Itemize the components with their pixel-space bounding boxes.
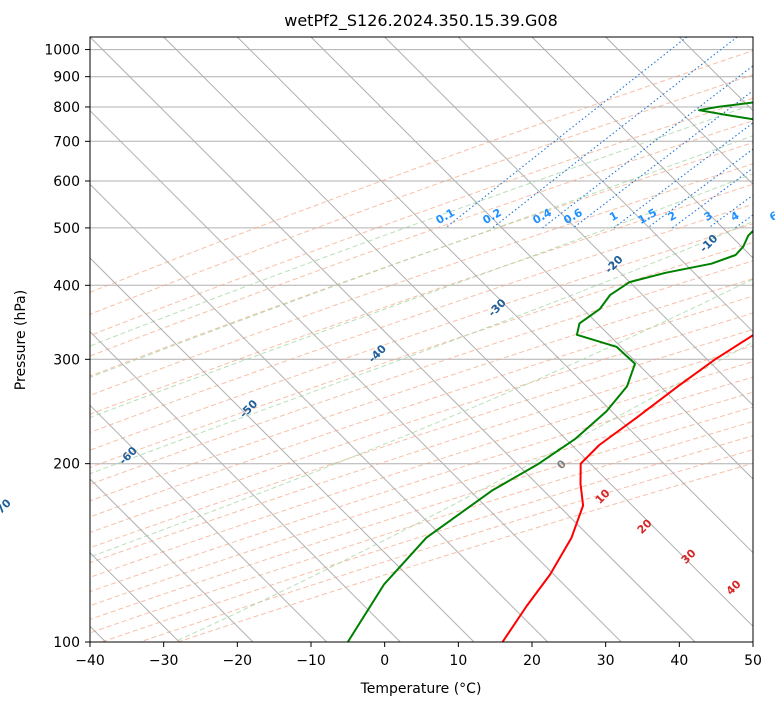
- moist-adiabat: [90, 103, 753, 347]
- y-tick-label: 900: [53, 70, 80, 86]
- x-tick-label: −40: [75, 653, 105, 669]
- isotherm-line: [90, 257, 475, 642]
- moist-adiabat: [90, 278, 753, 558]
- mixing-ratio-line: [542, 65, 753, 229]
- dry-adiabat: [90, 97, 753, 337]
- isotherm-line: [90, 183, 549, 642]
- dry-adiabat: [90, 50, 753, 293]
- y-tick-label: 700: [53, 134, 80, 150]
- moist-adiabat: [90, 173, 753, 419]
- isotherm-line: [384, 37, 753, 407]
- isotherm-line: [605, 37, 753, 186]
- mixing-ratio-label: 6: [767, 209, 775, 224]
- isotherm-line: [90, 330, 401, 642]
- dry-adiabat: [90, 376, 753, 593]
- dry-adiabat: [90, 223, 753, 451]
- dry-adiabat: [90, 241, 753, 469]
- x-tick-label: −20: [223, 653, 253, 669]
- x-tick-label: 50: [744, 653, 762, 669]
- dry-adiabat: [90, 312, 753, 534]
- dry-adiabat: [90, 295, 753, 518]
- y-tick-label: 200: [53, 457, 80, 473]
- y-tick-label: 300: [53, 352, 80, 368]
- isotherm-line: [163, 37, 753, 628]
- isotherm-line: [531, 37, 753, 259]
- y-axis-label: Pressure (hPa): [13, 290, 29, 390]
- x-tick-label: −10: [296, 653, 326, 669]
- dry-adiabat: [90, 329, 753, 549]
- isotherm-line: [90, 478, 254, 642]
- y-tick-label: 600: [53, 174, 80, 190]
- x-tick-label: 40: [670, 653, 688, 669]
- isotherm-line: [90, 37, 696, 642]
- isotherm-line: [236, 37, 753, 554]
- y-tick-label: 500: [53, 221, 80, 237]
- x-tick-label: 10: [449, 653, 467, 669]
- isotherm-line: [90, 404, 328, 642]
- y-tick-label: 1000: [44, 43, 80, 59]
- isotherm-line: [457, 37, 753, 333]
- dry-adiabat: [90, 142, 753, 377]
- y-tick-label: 100: [53, 635, 80, 651]
- moist-adiabat: [90, 135, 753, 378]
- moist-adiabat: [174, 341, 753, 642]
- dry-adiabat: [90, 345, 753, 564]
- y-tick-label: 800: [53, 100, 80, 116]
- dry-adiabat: [90, 163, 753, 396]
- mixing-ratio-line: [572, 90, 753, 229]
- chart-title: wetPf2_S126.2024.350.15.39.G08: [284, 11, 558, 31]
- mixing-ratio-line: [672, 167, 753, 229]
- plot-frame: [89, 36, 754, 643]
- x-tick-label: 0: [380, 653, 389, 669]
- dry-adiabat: [90, 391, 753, 607]
- x-tick-label: 20: [523, 653, 541, 669]
- temperature-profile-line: [501, 334, 753, 642]
- y-tick-label: 400: [53, 278, 80, 294]
- x-axis-label: Temperature (°C): [360, 681, 482, 697]
- x-tick-label: 30: [597, 653, 615, 669]
- mixing-ratio-line: [492, 37, 738, 229]
- isotherm-line: [310, 37, 753, 480]
- isotherm-line: [90, 109, 622, 642]
- dry-adiabat: [90, 260, 753, 485]
- dewpoint-profile-line: [346, 101, 753, 642]
- x-tick-label: −30: [149, 653, 179, 669]
- dry-adiabat: [90, 361, 753, 578]
- dry-adiabat: [90, 278, 753, 502]
